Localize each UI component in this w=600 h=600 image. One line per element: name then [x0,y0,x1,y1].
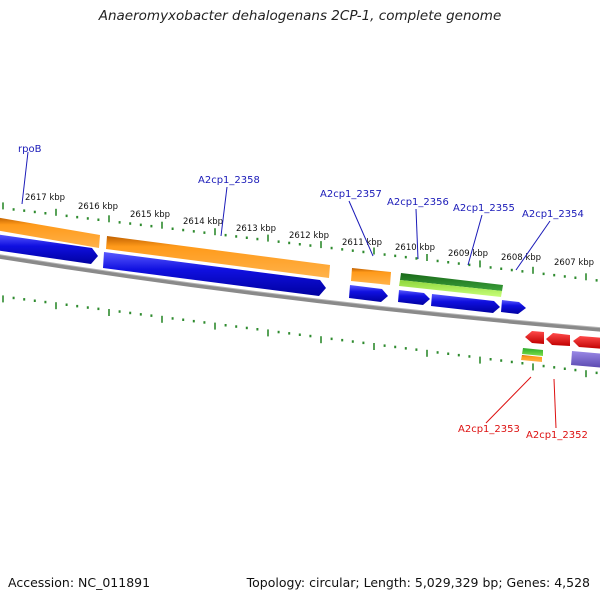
ruler-label-2607: 2607 kbp [554,258,594,268]
gene-feature-orange [0,217,100,248]
gene-feature-blue [103,252,326,296]
ruler-label-2608: 2608 kbp [501,253,541,263]
leader-line [515,220,551,271]
ruler-label-2612: 2612 kbp [289,231,329,241]
leader-line [21,151,29,205]
gene-feature-purple [571,351,600,368]
ruler-label-2613: 2613 kbp [236,224,276,234]
gene-feature-green [400,273,503,291]
gene-label-a2cp1-2355: A2cp1_2355 [453,203,515,214]
genome-title: Anaeromyxobacter dehalogenans 2CP-1, com… [98,8,502,24]
ruler-label-2609: 2609 kbp [448,249,488,259]
accession-label: Accession: NC_011891 [8,575,151,590]
gene-label-a2cp1-2353: A2cp1_2353 [458,424,520,435]
gene-feature-blue [501,300,526,314]
upper-tick-ruler [2,202,598,282]
leader-line [348,200,374,257]
gene-label-a2cp1-2357: A2cp1_2357 [320,189,382,200]
ruler-label-2617: 2617 kbp [25,193,65,203]
gene-feature-red [525,331,544,344]
gene-label-a2cp1-2356: A2cp1_2356 [387,197,449,208]
gene-feature-small-orange [521,355,542,362]
gene-feature-blue [431,294,500,313]
genome-stats-label: Topology: circular; Length: 5,029,329 bp… [246,575,590,590]
ruler-label-2615: 2615 kbp [130,210,170,220]
ruler-label-2611: 2611 kbp [342,238,382,248]
gene-feature-orange [106,236,330,278]
ruler-labels: 2617 kbp 2616 kbp 2615 kbp 2614 kbp 2613… [25,193,594,268]
gene-label-rpob: rpoB [18,144,42,155]
upper-label-leaders [21,151,551,271]
lower-gene-labels: A2cp1_2353 A2cp1_2352 [458,424,588,441]
gene-feature-red [573,336,600,349]
ruler-label-2614: 2614 kbp [183,217,223,227]
gene-label-a2cp1-2352: A2cp1_2352 [526,430,588,441]
gene-feature-small-green [522,348,543,356]
lower-tick-ruler [2,295,598,378]
gene-label-a2cp1-2354: A2cp1_2354 [522,209,584,220]
lower-label-leaders [485,376,557,429]
leader-line [415,208,419,260]
leader-line [467,214,483,266]
upper-gene-labels: rpoB A2cp1_2358 A2cp1_2357 A2cp1_2356 A2… [18,144,584,220]
genome-backbone-highlight [0,254,600,329]
gene-feature-blue [398,290,430,305]
genome-backbone [0,254,600,332]
gene-feature-blue [349,285,388,302]
leader-line [220,186,228,237]
gene-feature-red [546,333,570,346]
gene-feature-blue [0,234,98,264]
gene-feature-lightgreen [399,280,502,297]
leader-line [485,376,532,424]
ruler-label-2616: 2616 kbp [78,202,118,212]
gene-label-a2cp1-2358: A2cp1_2358 [198,175,260,186]
leader-line [553,378,557,429]
gene-feature-orange [351,268,391,285]
ruler-label-2610: 2610 kbp [395,243,435,253]
